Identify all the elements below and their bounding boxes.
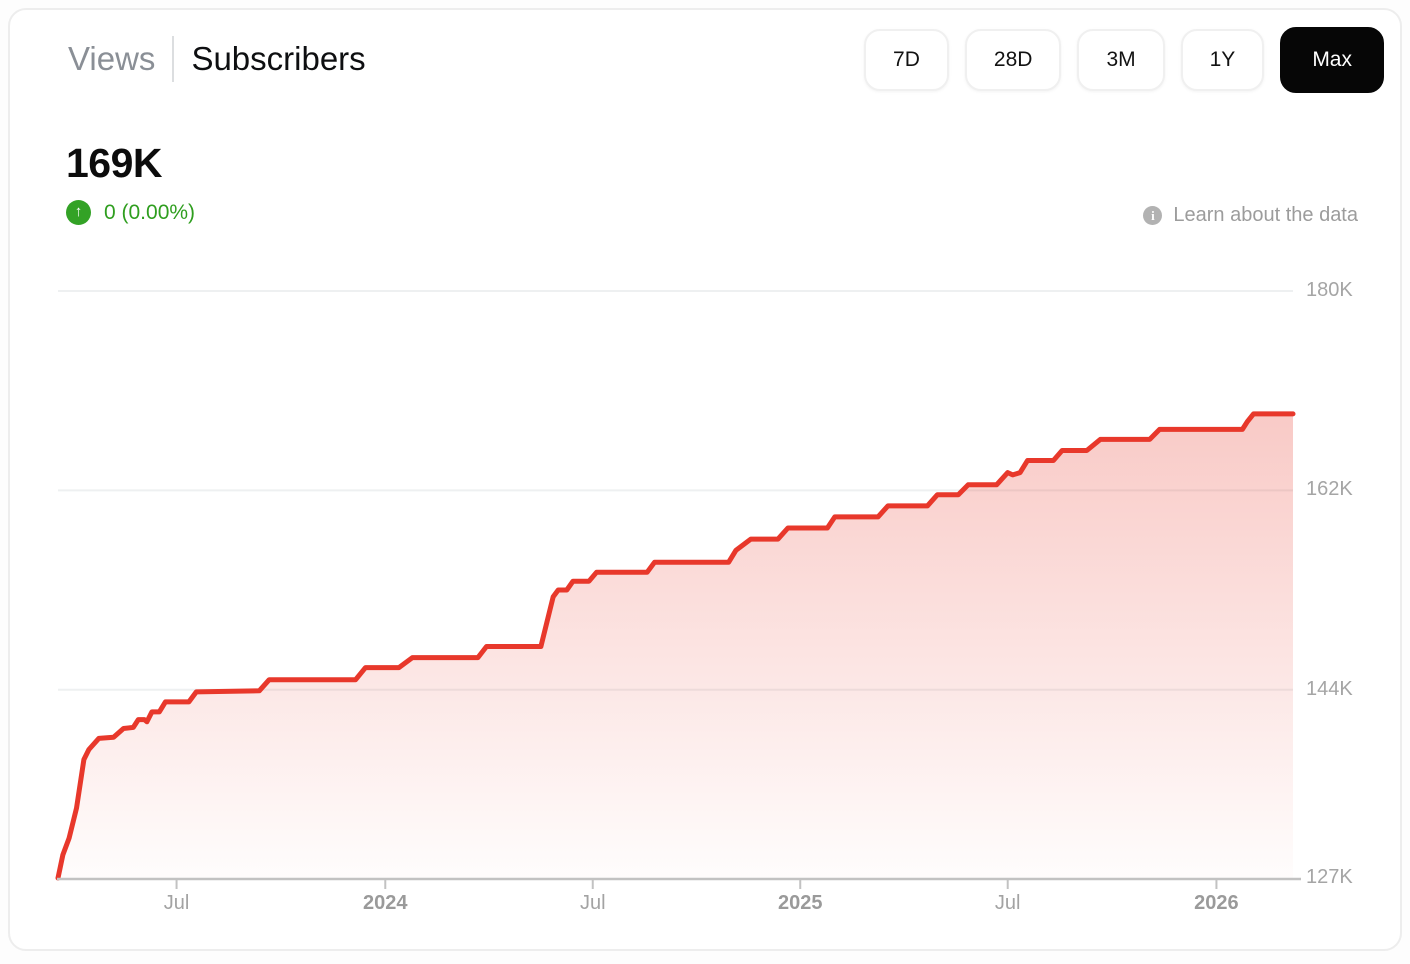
tab-divider xyxy=(172,36,175,82)
x-axis-label: 2025 xyxy=(777,892,823,914)
range-button-28d[interactable]: 28D xyxy=(964,29,1062,91)
x-axis-label: 2026 xyxy=(1194,892,1239,914)
range-button-3m[interactable]: 3M xyxy=(1077,29,1165,91)
y-axis-label: 127K xyxy=(1306,866,1353,888)
chart-plot-area[interactable] xyxy=(58,280,1293,880)
up-arrow-icon: ↑ xyxy=(66,200,91,225)
y-axis-label: 162K xyxy=(1306,478,1353,501)
tab-subscribers[interactable]: Subscribers xyxy=(191,40,366,78)
y-axis-label: 144K xyxy=(1306,677,1353,700)
x-axis-label: 2024 xyxy=(363,892,408,914)
range-button-7d[interactable]: 7D xyxy=(864,29,949,91)
tab-views[interactable]: Views xyxy=(68,40,156,78)
x-axis-label: Jul xyxy=(163,892,190,914)
x-axis-label: Jul xyxy=(579,892,606,914)
learn-label: Learn about the data xyxy=(1173,204,1358,226)
delta-row: ↑ 0 (0.00%) xyxy=(66,200,195,225)
metric-tabs: Views Subscribers xyxy=(68,36,366,82)
range-button-max[interactable]: Max xyxy=(1280,27,1384,93)
range-buttons: 7D 28D 3M 1Y Max xyxy=(864,27,1384,93)
delta-text: 0 (0.00%) xyxy=(104,200,196,224)
y-axis-label: 180K xyxy=(1306,279,1353,301)
range-button-1y[interactable]: 1Y xyxy=(1180,29,1265,91)
x-axis-label: Jul xyxy=(994,892,1021,914)
info-icon: i xyxy=(1143,206,1163,225)
learn-about-the-data[interactable]: i Learn about the data xyxy=(1143,204,1358,227)
current-subscribers-value: 169K xyxy=(66,140,163,186)
